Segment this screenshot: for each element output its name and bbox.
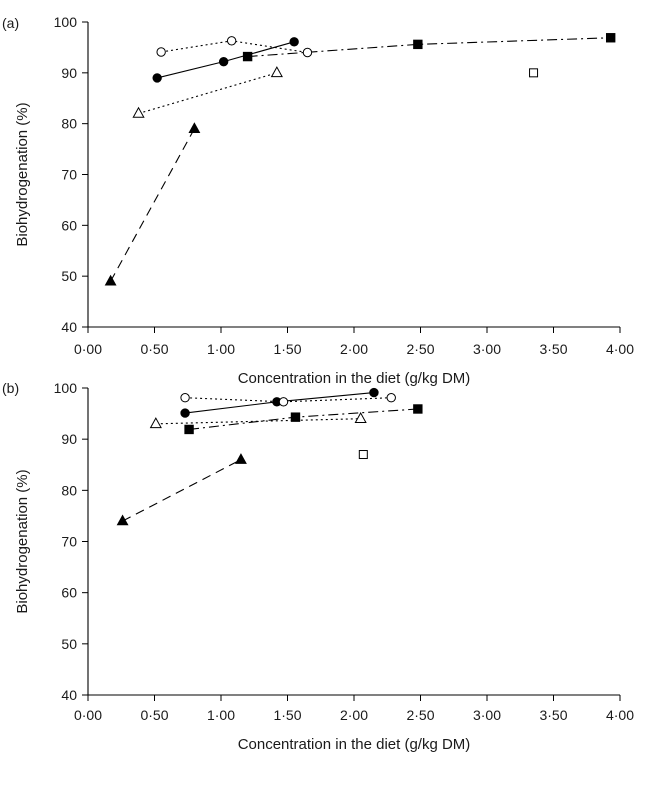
x-tick-label: 2·00 — [340, 707, 368, 723]
data-point-filled-circle — [152, 73, 162, 83]
data-point-open-circle — [180, 393, 190, 403]
series-line-open-triangle — [155, 418, 361, 425]
x-tick-label: 2·00 — [340, 341, 368, 357]
data-point-filled-square — [242, 51, 253, 62]
chart-panel-a: (a) 40 50 60 70 80 90 100 0·00 0·50 1·00 1·50 2·00 2·… — [2, 14, 634, 387]
data-point-open-triangle — [270, 66, 283, 78]
y-tick-label: 70 — [61, 167, 77, 183]
y-tick-label: 40 — [61, 687, 77, 703]
y-tick-label: 70 — [61, 534, 77, 550]
x-tick-label: 3·00 — [473, 341, 501, 357]
data-point-filled-circle — [180, 408, 190, 418]
y-tick-label: 80 — [61, 482, 77, 498]
data-point-open-circle — [156, 47, 166, 57]
x-tick-label: 0·00 — [74, 707, 102, 723]
y-axis-title: Biohydrogenation (%) — [14, 469, 31, 613]
series-line-open-triangle — [138, 72, 278, 115]
y-tick-label: 90 — [61, 65, 77, 81]
series-line-filled-triangle — [122, 459, 242, 522]
data-point-filled-circle — [289, 37, 299, 47]
x-axis-title: Concentration in the diet (g/kg DM) — [238, 736, 471, 753]
data-point-filled-triangle — [235, 453, 247, 464]
data-point-filled-square — [290, 412, 301, 422]
data-point-open-triangle — [354, 411, 367, 423]
data-point-filled-circle — [369, 387, 379, 398]
data-point-filled-square — [184, 424, 194, 435]
data-point-open-square — [358, 450, 368, 460]
x-tick-label: 4·00 — [606, 341, 634, 357]
x-tick-label: 1·00 — [207, 707, 235, 723]
data-point-filled-circle — [218, 56, 229, 67]
x-tick-label: 3·50 — [539, 707, 567, 723]
data-point-filled-square — [413, 404, 423, 414]
data-point-filled-triangle — [116, 514, 129, 526]
series-line-filled-square — [247, 37, 611, 58]
y-tick-label: 60 — [61, 585, 77, 601]
data-point-open-circle — [302, 47, 313, 58]
data-point-filled-square — [605, 33, 616, 43]
y-tick-label: 40 — [61, 319, 77, 335]
y-tick-label: 80 — [61, 116, 77, 132]
x-tick-label: 1·50 — [273, 707, 301, 723]
x-tick-label: 0·50 — [140, 707, 168, 723]
panel-label: (a) — [2, 15, 19, 31]
series-line-filled-square — [189, 408, 418, 430]
y-tick-label: 100 — [54, 380, 78, 396]
x-tick-label: 4·00 — [606, 707, 634, 723]
x-tick-label: 1·00 — [207, 341, 235, 357]
x-tick-label: 0·50 — [140, 341, 168, 357]
x-tick-label: 3·50 — [539, 341, 567, 357]
x-tick-label: 2·50 — [406, 341, 434, 357]
y-axis-title: Biohydrogenation (%) — [14, 102, 31, 246]
x-tick-label: 0·00 — [74, 341, 102, 357]
x-axis-title: Concentration in the diet (g/kg DM) — [238, 370, 471, 387]
y-tick-label: 90 — [61, 431, 77, 447]
data-point-filled-square — [413, 39, 423, 50]
chart-panel-b: (b) 40 50 60 70 80 90 100 0·00 0·50 1·00 1·50 2·00 2·… — [2, 380, 634, 753]
x-tick-label: 3·00 — [473, 707, 501, 723]
data-point-open-circle — [386, 393, 396, 403]
series-line-open-circle — [185, 397, 392, 403]
data-point-filled-triangle — [188, 122, 201, 133]
panel-label: (b) — [2, 380, 19, 396]
data-point-open-circle — [226, 36, 237, 46]
x-tick-label: 2·50 — [406, 707, 434, 723]
data-point-open-triangle — [132, 106, 145, 118]
y-tick-label: 50 — [61, 636, 77, 652]
data-point-filled-triangle — [104, 274, 117, 286]
data-point-open-circle — [278, 397, 289, 407]
x-tick-label: 1·50 — [273, 341, 301, 357]
y-tick-label: 50 — [61, 268, 77, 284]
y-tick-label: 60 — [61, 217, 77, 233]
series-line-filled-triangle — [110, 128, 195, 282]
y-tick-label: 100 — [54, 14, 78, 30]
data-point-open-square — [529, 68, 539, 78]
data-point-open-triangle — [149, 417, 162, 429]
